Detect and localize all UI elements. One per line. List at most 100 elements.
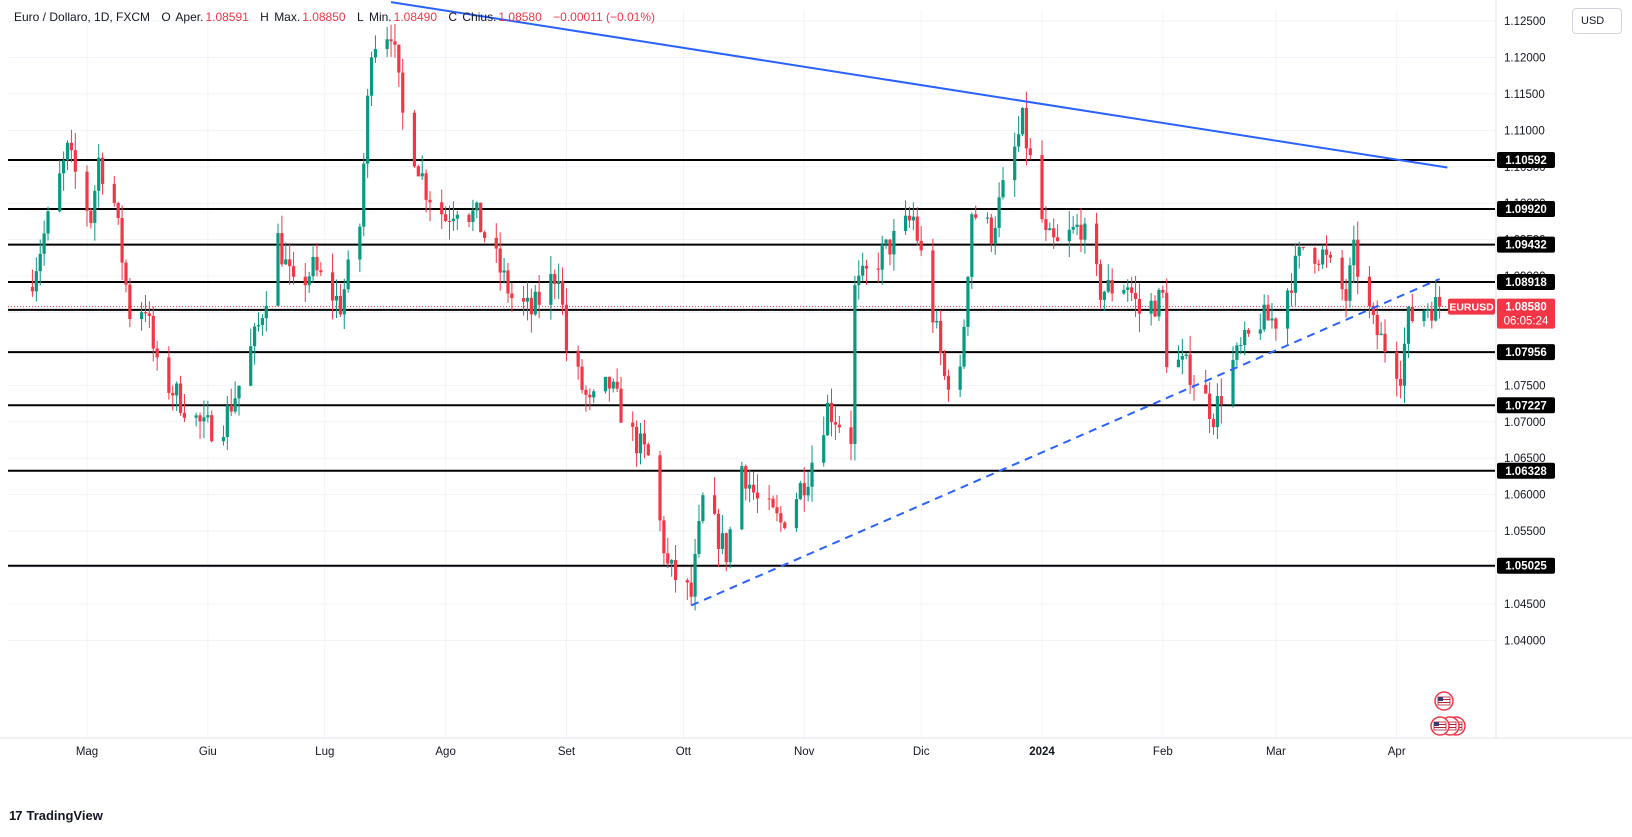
candle — [724, 532, 728, 572]
candle — [420, 155, 424, 180]
candle — [1110, 268, 1114, 302]
us-flag-event-icon[interactable] — [1434, 691, 1454, 711]
candle — [260, 314, 265, 336]
candle-body — [30, 287, 35, 292]
candle — [701, 492, 705, 524]
candle — [366, 88, 370, 178]
candle — [494, 223, 498, 263]
candle-body — [631, 422, 635, 427]
candle-body — [592, 391, 596, 398]
current-price-tag: 1.08580 06:05:24 — [1497, 298, 1555, 329]
candle — [171, 385, 175, 411]
candle — [1040, 140, 1044, 223]
candle-body — [46, 211, 50, 234]
axes: 1.130001.125001.120001.115001.110001.105… — [0, 0, 1632, 758]
candle-body — [346, 259, 350, 290]
currency-selector[interactable]: USD — [1572, 8, 1622, 34]
candle-body — [424, 173, 428, 200]
candle — [128, 277, 132, 328]
candle — [416, 164, 420, 177]
candle — [638, 423, 643, 465]
candle-body — [175, 383, 179, 396]
candle — [264, 291, 268, 332]
candle — [1215, 383, 1220, 440]
candle — [291, 251, 296, 285]
candle-body — [1426, 309, 1430, 311]
candle-body — [826, 402, 830, 436]
candle — [1126, 279, 1130, 303]
candle — [888, 239, 892, 266]
candle — [116, 201, 120, 225]
candle-body — [646, 444, 650, 456]
ascending-trendline-dashed[interactable] — [690, 278, 1440, 607]
candle-body — [771, 498, 775, 508]
candle-body — [1328, 254, 1333, 258]
candle-body — [997, 197, 1001, 228]
candle — [1188, 335, 1192, 394]
candle — [253, 322, 257, 365]
candle — [775, 495, 779, 522]
candle-body — [1246, 329, 1251, 334]
candle-body — [202, 417, 206, 422]
candle-body — [221, 437, 226, 442]
candle-body — [876, 268, 880, 270]
candle-body — [451, 218, 456, 222]
x-tick-label: Lug — [315, 746, 334, 758]
candle — [338, 283, 342, 317]
candle — [911, 202, 915, 231]
candle — [588, 388, 592, 411]
candle-body — [1067, 229, 1071, 242]
candle-body — [249, 346, 253, 386]
candle — [876, 252, 880, 283]
candle-body — [1110, 279, 1114, 294]
x-tick-label: Ago — [435, 746, 455, 758]
candle-body — [935, 320, 939, 323]
candle-body — [966, 276, 970, 327]
candle — [1211, 413, 1216, 435]
candle — [970, 212, 974, 289]
level-price-tag: 1.10592 — [1497, 152, 1555, 169]
candle — [401, 58, 405, 130]
level-tag-label: 1.09432 — [1505, 240, 1547, 252]
candle — [670, 558, 674, 577]
candle — [1048, 222, 1052, 231]
candle — [1028, 138, 1032, 160]
candle-body — [638, 433, 643, 454]
descending-trendline[interactable] — [390, 1, 1448, 169]
us-flag-events-group-icon[interactable] — [1430, 716, 1450, 736]
candle — [1313, 246, 1317, 274]
candle-body — [139, 312, 144, 320]
candle-body — [779, 513, 783, 523]
candle-body — [428, 199, 432, 203]
candle — [592, 389, 596, 404]
candle — [1289, 273, 1294, 307]
candle-body — [755, 492, 760, 499]
candle-body — [724, 533, 728, 563]
candle-body — [985, 217, 990, 219]
candle-body — [385, 39, 389, 50]
candle — [167, 346, 171, 400]
candle-body — [1130, 287, 1134, 293]
candle — [471, 199, 475, 232]
y-tick-label: 1.06500 — [1504, 453, 1546, 465]
candle-body — [206, 415, 210, 418]
x-tick-label: Set — [558, 746, 576, 758]
candle-body — [1340, 257, 1344, 290]
candle — [1243, 321, 1247, 356]
x-tick-label: Ott — [676, 746, 692, 758]
candle-body — [1274, 318, 1278, 329]
event-markers[interactable] — [1430, 691, 1466, 736]
candle — [307, 271, 311, 293]
candle — [303, 262, 307, 302]
tradingview-brand[interactable]: 17 TradingView — [9, 808, 103, 823]
candle-body — [615, 381, 619, 389]
candle-body — [198, 415, 202, 422]
candle — [1301, 246, 1305, 251]
y-tick-label: 1.12500 — [1504, 16, 1546, 28]
candle-body — [194, 415, 198, 418]
candle — [229, 388, 233, 417]
candle — [1001, 167, 1005, 200]
candle — [584, 385, 588, 412]
